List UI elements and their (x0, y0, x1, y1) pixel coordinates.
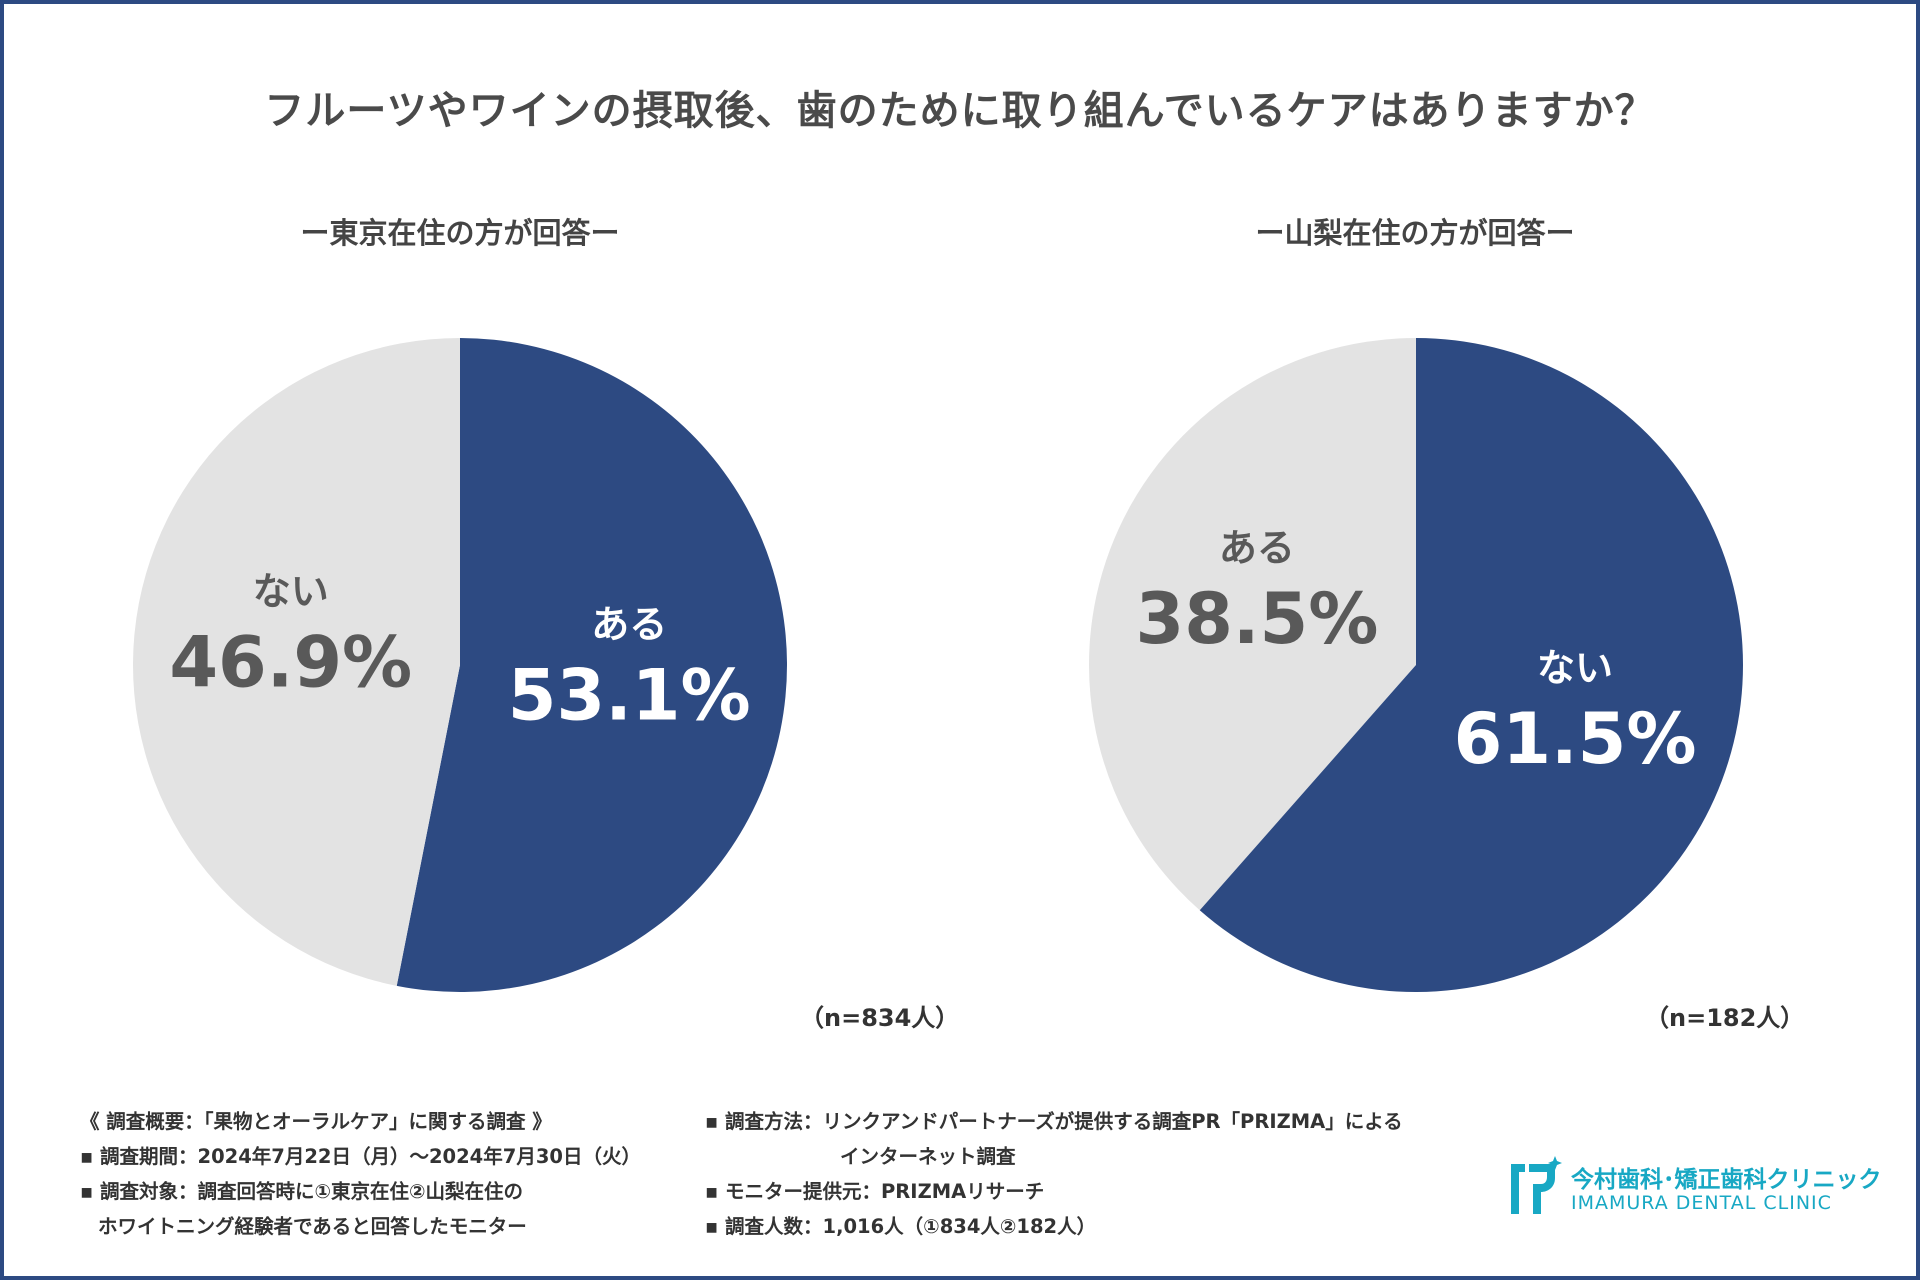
survey-method-continued: インターネット調査 (840, 1145, 1016, 1168)
pie-right-slices (1089, 338, 1743, 992)
pie-right-sample-size: （n=182人） (1645, 1004, 1805, 1032)
survey-method: ▪ 調査方法：リンクアンドパートナーズが提供する調査PR「PRIZMA」による (705, 1110, 1403, 1133)
pie-left-slice-yes (396, 338, 788, 992)
pie-left-slice-label: ある (591, 603, 667, 647)
pie-left-slice-label: ない (253, 569, 329, 613)
pie-left-slices (133, 338, 788, 992)
pie-right-slice-label: ない (1537, 646, 1613, 690)
pie-right-subtitle: ー山梨在住の方が回答ー (1255, 216, 1575, 250)
pie-left-slice-value: 53.1% (508, 655, 751, 737)
survey-target: ▪ 調査対象：調査回答時に①東京在住②山梨在住の (80, 1180, 524, 1203)
pie-left-slice-no (133, 338, 460, 986)
survey-notes-right: ▪ 調査方法：リンクアンドパートナーズが提供する調査PR「PRIZMA」による … (705, 1104, 1403, 1244)
chart-title: フルーツやワインの摂取後、歯のために取り組んでいるケアはありますか？ (264, 88, 1656, 134)
pie-right-slice-value: 38.5% (1136, 578, 1379, 660)
survey-target-continued: ホワイトニング経験者であると回答したモニター (98, 1215, 527, 1238)
survey-count: ▪ 調査人数：1,016人（①834人②182人） (705, 1215, 1097, 1238)
pie-left-slice-value: 46.9% (169, 621, 412, 703)
clinic-name-jp: 今村歯科･矯正歯科クリニック (1571, 1167, 1882, 1193)
tooth-logo-icon (1511, 1156, 1562, 1214)
pie-right-slice-label: ある (1219, 526, 1295, 570)
monitor-provider: ▪ モニター提供元：PRIZMAリサーチ (705, 1180, 1045, 1203)
pie-right-slice-no (1199, 338, 1743, 992)
pie-right-slice-yes (1089, 338, 1416, 911)
pie-left-subtitle: ー東京在住の方が回答ー (300, 216, 620, 250)
pie-left-labels: ある 53.1% ない 46.9% (169, 569, 750, 736)
survey-period: ▪ 調査期間：2024年7月22日（月）～2024年7月30日（火） (80, 1145, 641, 1168)
survey-summary-heading: 《 調査概要：「果物とオーラルケア」に関する調査 》 (80, 1110, 552, 1133)
clinic-logo: 今村歯科･矯正歯科クリニック IMAMURA DENTAL CLINIC (1505, 1148, 1882, 1228)
survey-notes-left: 《 調査概要：「果物とオーラルケア」に関する調査 》 ▪ 調査期間：2024年7… (80, 1104, 641, 1244)
pie-right-slice-value: 61.5% (1454, 698, 1697, 780)
pie-left-sample-size: （n=834人） (800, 1004, 960, 1032)
pie-right-labels: ある 38.5% ない 61.5% (1136, 526, 1697, 780)
clinic-name-en: IMAMURA DENTAL CLINIC (1571, 1192, 1832, 1214)
